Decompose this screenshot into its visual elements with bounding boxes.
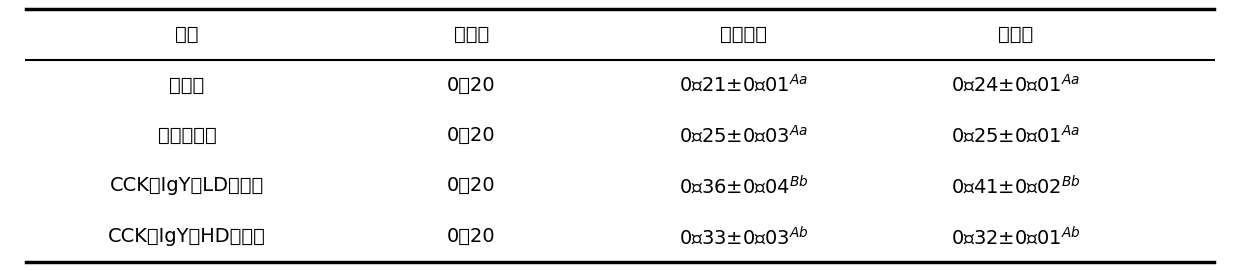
Text: 空白微囊组: 空白微囊组 [157,126,216,145]
Text: 0．20: 0．20 [448,76,496,95]
Text: 试验后: 试验后 [998,25,1033,44]
Text: 0．24±0．01$^{Aa}$: 0．24±0．01$^{Aa}$ [951,74,1080,96]
Text: 0．20: 0．20 [448,126,496,145]
Text: 0．36±0．04$^{Bb}$: 0．36±0．04$^{Bb}$ [678,175,808,197]
Text: 0．20: 0．20 [448,227,496,246]
Text: 0．25±0．01$^{Aa}$: 0．25±0．01$^{Aa}$ [951,125,1080,146]
Text: 0．20: 0．20 [448,176,496,195]
Text: 对照组: 对照组 [170,76,205,95]
Text: 0．21±0．01$^{Aa}$: 0．21±0．01$^{Aa}$ [680,74,808,96]
Text: 0．25±0．03$^{Aa}$: 0．25±0．03$^{Aa}$ [680,125,808,146]
Text: CCK－IgY－HD微囊组: CCK－IgY－HD微囊组 [108,227,265,246]
Text: 试验前: 试验前 [454,25,489,44]
Text: 0．32±0．01$^{Ab}$: 0．32±0．01$^{Ab}$ [951,225,1081,248]
Text: CCK－IgY－LD微囊组: CCK－IgY－LD微囊组 [110,176,264,195]
Text: 试验中期: 试验中期 [720,25,768,44]
Text: 0．33±0．03$^{Ab}$: 0．33±0．03$^{Ab}$ [678,225,808,248]
Text: 0．41±0．02$^{Bb}$: 0．41±0．02$^{Bb}$ [951,175,1081,197]
Text: 组别: 组别 [175,25,198,44]
